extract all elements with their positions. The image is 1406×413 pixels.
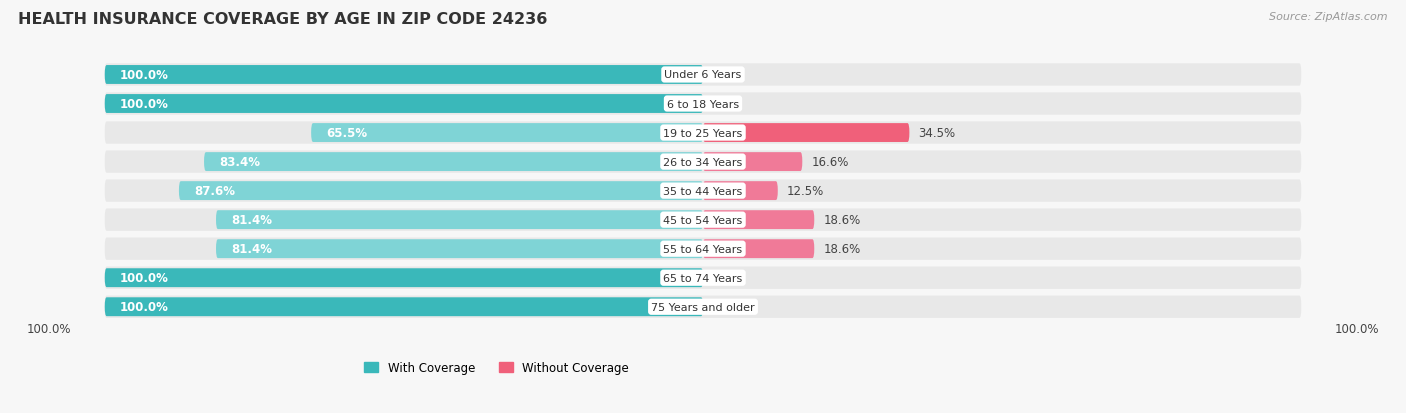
- Text: 81.4%: 81.4%: [231, 214, 271, 227]
- Text: 100.0%: 100.0%: [120, 272, 169, 285]
- FancyBboxPatch shape: [703, 182, 778, 201]
- Text: 16.6%: 16.6%: [811, 156, 849, 169]
- Text: 6 to 18 Years: 6 to 18 Years: [666, 99, 740, 109]
- FancyBboxPatch shape: [104, 238, 1302, 260]
- FancyBboxPatch shape: [703, 211, 814, 230]
- FancyBboxPatch shape: [204, 153, 703, 171]
- Text: 83.4%: 83.4%: [219, 156, 260, 169]
- FancyBboxPatch shape: [703, 124, 910, 142]
- FancyBboxPatch shape: [311, 124, 703, 142]
- FancyBboxPatch shape: [104, 180, 1302, 202]
- Text: 65.5%: 65.5%: [326, 127, 367, 140]
- Text: 87.6%: 87.6%: [194, 185, 235, 198]
- Text: 55 to 64 Years: 55 to 64 Years: [664, 244, 742, 254]
- FancyBboxPatch shape: [104, 151, 1302, 173]
- FancyBboxPatch shape: [104, 267, 1302, 289]
- FancyBboxPatch shape: [104, 95, 703, 114]
- Text: 18.6%: 18.6%: [824, 214, 860, 227]
- FancyBboxPatch shape: [104, 209, 1302, 231]
- FancyBboxPatch shape: [217, 240, 703, 259]
- Text: 19 to 25 Years: 19 to 25 Years: [664, 128, 742, 138]
- Text: 35 to 44 Years: 35 to 44 Years: [664, 186, 742, 196]
- FancyBboxPatch shape: [179, 182, 703, 201]
- FancyBboxPatch shape: [104, 66, 703, 85]
- Text: 0.0%: 0.0%: [711, 98, 741, 111]
- FancyBboxPatch shape: [703, 153, 803, 171]
- FancyBboxPatch shape: [217, 211, 703, 230]
- Text: 12.5%: 12.5%: [787, 185, 824, 198]
- Text: 100.0%: 100.0%: [120, 301, 169, 313]
- Text: 75 Years and older: 75 Years and older: [651, 302, 755, 312]
- FancyBboxPatch shape: [104, 122, 1302, 145]
- Text: 18.6%: 18.6%: [824, 242, 860, 256]
- Text: 34.5%: 34.5%: [918, 127, 956, 140]
- Text: Under 6 Years: Under 6 Years: [665, 70, 741, 80]
- Text: 65 to 74 Years: 65 to 74 Years: [664, 273, 742, 283]
- Text: Source: ZipAtlas.com: Source: ZipAtlas.com: [1270, 12, 1388, 22]
- Legend: With Coverage, Without Coverage: With Coverage, Without Coverage: [364, 361, 628, 374]
- FancyBboxPatch shape: [104, 298, 703, 316]
- Text: HEALTH INSURANCE COVERAGE BY AGE IN ZIP CODE 24236: HEALTH INSURANCE COVERAGE BY AGE IN ZIP …: [18, 12, 548, 27]
- Text: 100.0%: 100.0%: [1334, 322, 1379, 335]
- FancyBboxPatch shape: [703, 240, 814, 259]
- Text: 45 to 54 Years: 45 to 54 Years: [664, 215, 742, 225]
- Text: 100.0%: 100.0%: [120, 98, 169, 111]
- Text: 0.0%: 0.0%: [711, 69, 741, 82]
- Text: 26 to 34 Years: 26 to 34 Years: [664, 157, 742, 167]
- FancyBboxPatch shape: [104, 296, 1302, 318]
- Text: 81.4%: 81.4%: [231, 242, 271, 256]
- Text: 100.0%: 100.0%: [120, 69, 169, 82]
- Text: 0.0%: 0.0%: [711, 272, 741, 285]
- FancyBboxPatch shape: [104, 64, 1302, 86]
- FancyBboxPatch shape: [104, 268, 703, 287]
- FancyBboxPatch shape: [104, 93, 1302, 115]
- Text: 0.0%: 0.0%: [711, 301, 741, 313]
- Text: 100.0%: 100.0%: [27, 322, 72, 335]
